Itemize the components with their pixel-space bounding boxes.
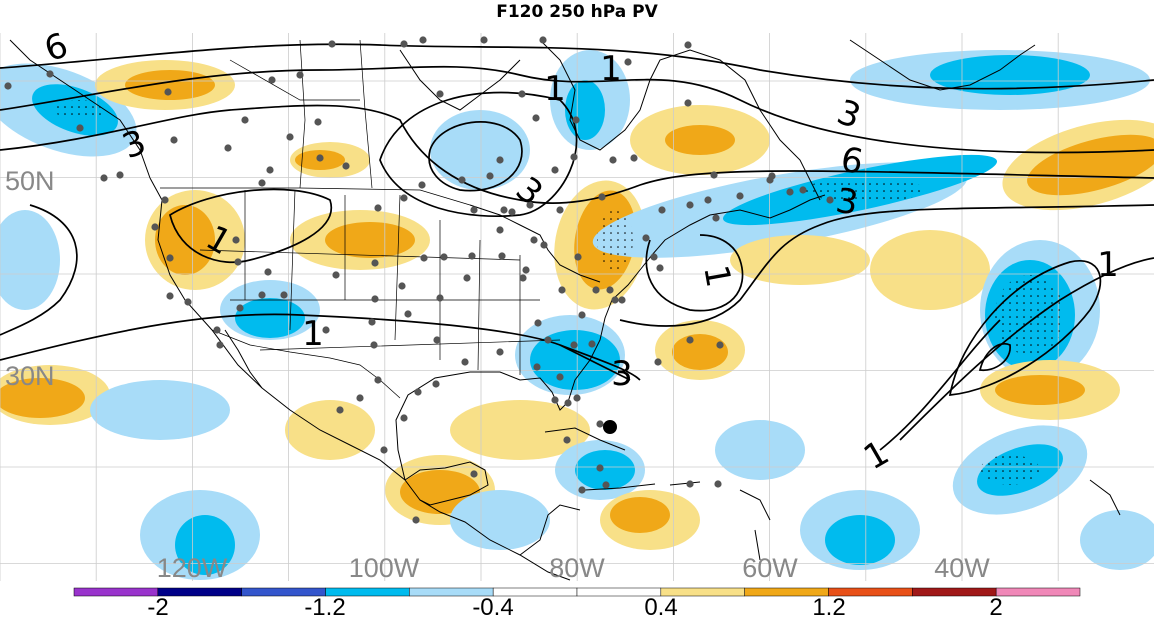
colorbar-tick-label: 1.2: [812, 594, 845, 619]
colorbar-tick-label: 2: [989, 594, 1002, 619]
longitude-label: 100W: [349, 553, 420, 583]
longitude-label: 60W: [742, 553, 798, 583]
longitude-label: 40W: [934, 553, 990, 583]
contour-label: 1: [600, 49, 622, 89]
latitude-label: 30N: [5, 361, 55, 391]
contour-label: 3: [611, 354, 633, 394]
pv-shading: [0, 50, 1154, 580]
pv-contours: [0, 43, 1154, 451]
map-title: F120 250 hPa PV: [496, 2, 658, 22]
station-dots: [4, 36, 834, 524]
latitude-label: 50N: [5, 166, 55, 196]
contour-label: 1: [302, 314, 324, 354]
colorbar-tick-label: -2: [147, 594, 168, 619]
contour-label: 1: [1097, 245, 1119, 285]
colorbar-tick-label: 0.4: [644, 594, 677, 619]
longitude-label: 120W: [157, 553, 228, 583]
colorbar: [73, 587, 1081, 597]
contour-label: 1: [544, 69, 566, 109]
longitude-label: 80W: [549, 553, 605, 583]
colorbar-tick-label: -1.2: [304, 594, 345, 619]
highlighted-location-marker: [603, 420, 617, 434]
colorbar-tick-label: -0.4: [472, 594, 513, 619]
